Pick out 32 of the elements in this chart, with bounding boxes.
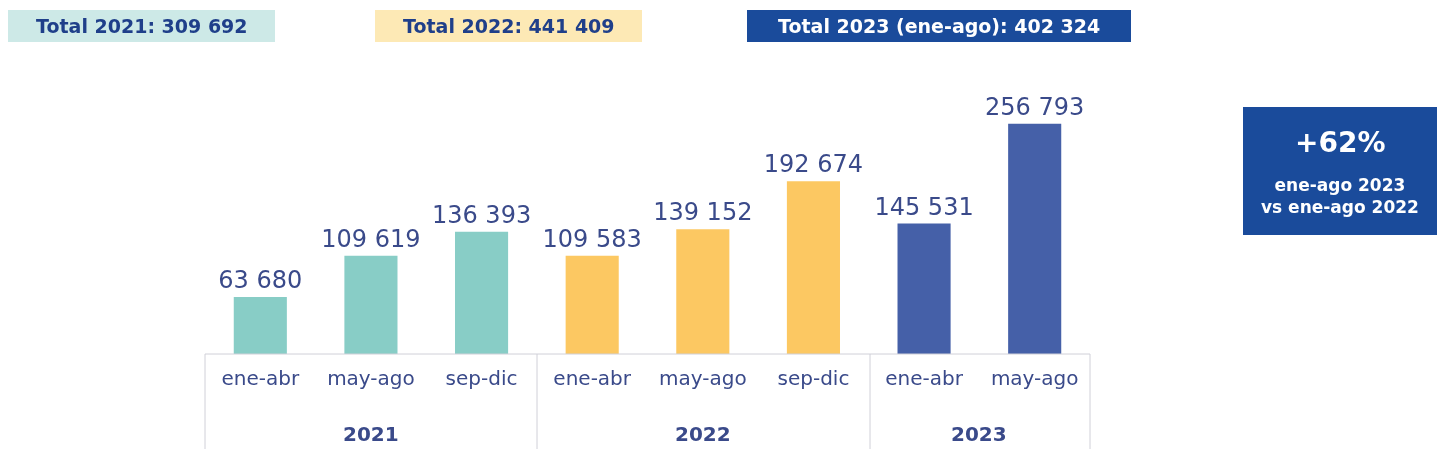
data-label: 109 619 — [321, 224, 421, 253]
data-label: 136 393 — [431, 200, 532, 229]
data-label: 109 583 — [542, 224, 642, 253]
bar — [565, 255, 619, 354]
x-tick-label: may-ago — [658, 366, 747, 390]
bar — [1008, 123, 1062, 354]
text: ene-ago 2023 vs ene-ago 2022 — [1261, 175, 1419, 218]
bar — [344, 255, 398, 354]
bar — [455, 231, 509, 354]
text: 2021 — [343, 422, 399, 446]
data-label: 63 680 — [218, 265, 303, 294]
x-tick-label: sep-dic — [777, 366, 850, 390]
bar — [897, 223, 951, 354]
data-label: 145 531 — [874, 192, 974, 221]
x-tick-label: ene-abr — [221, 366, 300, 390]
bar — [676, 229, 730, 354]
data-label: 256 793 — [985, 92, 1085, 121]
text: +62% — [1295, 126, 1386, 159]
data-label: 192 674 — [763, 150, 864, 179]
x-tick-label: ene-abr — [553, 366, 632, 390]
x-tick-label: may-ago — [990, 366, 1079, 390]
x-tick-label: may-ago — [327, 366, 415, 390]
text: Total 2022: 441 409 — [403, 15, 615, 37]
text: Total 2021: 309 692 — [36, 15, 248, 37]
x-tick-label: ene-abr — [885, 366, 964, 390]
text: 2022 — [675, 422, 731, 446]
data-label: 139 152 — [653, 198, 753, 227]
x-tick-label: sep-dic — [445, 366, 518, 390]
text: 2023 — [951, 422, 1007, 446]
bar — [786, 181, 840, 354]
text: Total 2023 (ene-ago): 402 324 — [778, 15, 1101, 37]
bar — [233, 296, 287, 354]
